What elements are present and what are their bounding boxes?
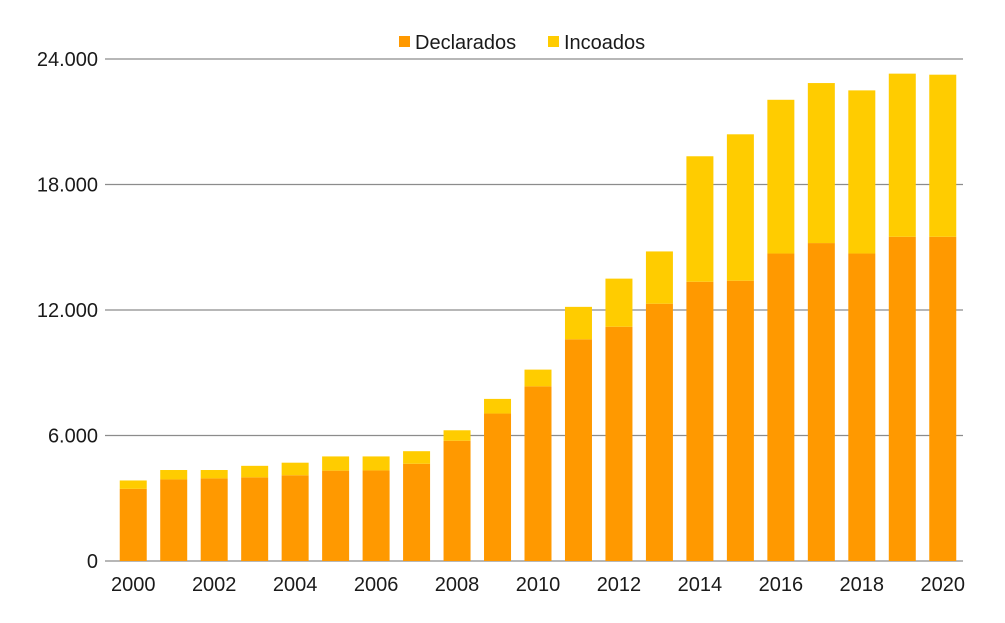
bar-declarados-2002 (200, 478, 228, 561)
x-tick-label: 2016 (759, 574, 804, 596)
x-tick-label: 2000 (111, 574, 156, 596)
bar-incoados-2006 (362, 456, 390, 471)
bar-incoados-2008 (443, 430, 471, 441)
x-tick-label: 2014 (678, 574, 723, 596)
y-tick-label: 6.000 (48, 426, 98, 448)
x-tick-label: 2002 (192, 574, 237, 596)
x-tick-label: 2010 (516, 574, 561, 596)
bar-declarados-2010 (524, 386, 552, 561)
bar-incoados-2005 (322, 456, 350, 471)
bars (119, 73, 957, 562)
bar-incoados-2009 (484, 398, 512, 414)
x-tick-label: 2008 (435, 574, 480, 596)
x-tick-label: 2006 (354, 574, 399, 596)
bar-declarados-2014 (686, 281, 714, 561)
bar-incoados-2010 (524, 369, 552, 387)
legend-label-incoados: Incoados (564, 32, 645, 54)
bar-declarados-2000 (119, 488, 147, 561)
bar-incoados-2015 (726, 134, 754, 281)
bar-declarados-2006 (362, 470, 390, 561)
bar-incoados-2007 (403, 451, 431, 464)
bar-declarados-2001 (160, 479, 188, 561)
bar-incoados-2016 (767, 99, 795, 254)
bar-incoados-2004 (281, 462, 309, 476)
bar-declarados-2008 (443, 440, 471, 561)
bar-declarados-2019 (888, 236, 916, 561)
bar-declarados-2013 (645, 303, 673, 561)
bar-declarados-2020 (929, 236, 957, 561)
y-axis: 0 6.000 12.000 18.000 24.000 (37, 49, 98, 573)
y-tick-label: 0 (87, 551, 98, 573)
bar-incoados-2013 (645, 251, 673, 304)
bar-incoados-2012 (605, 278, 633, 327)
y-tick-label: 24.000 (37, 49, 98, 71)
legend-label-declarados: Declarados (415, 32, 516, 54)
bar-incoados-2002 (200, 470, 228, 479)
x-tick-label: 2012 (597, 574, 642, 596)
bar-declarados-2016 (767, 253, 795, 561)
y-tick-label: 12.000 (37, 300, 98, 322)
bar-incoados-2019 (888, 73, 916, 237)
legend-swatch-declarados (399, 36, 410, 47)
bar-declarados-2007 (403, 463, 431, 561)
bar-declarados-2004 (281, 475, 309, 561)
bar-declarados-2018 (848, 253, 876, 561)
bar-declarados-2005 (322, 470, 350, 561)
y-tick-label: 18.000 (37, 175, 98, 197)
bar-declarados-2009 (484, 413, 512, 561)
legend: Declarados Incoados (399, 32, 645, 54)
bar-incoados-2017 (807, 83, 835, 244)
x-tick-label: 2020 (921, 574, 966, 596)
x-tick-label: 2004 (273, 574, 318, 596)
bar-declarados-2012 (605, 326, 633, 561)
bar-declarados-2017 (807, 243, 835, 562)
bar-incoados-2003 (241, 465, 269, 478)
bar-incoados-2001 (160, 470, 188, 480)
bar-declarados-2011 (564, 339, 592, 561)
bar-incoados-2011 (564, 306, 592, 340)
x-tick-label: 2018 (840, 574, 885, 596)
bar-incoados-2000 (119, 480, 147, 489)
bar-incoados-2020 (929, 74, 957, 237)
bar-incoados-2014 (686, 156, 714, 282)
bar-declarados-2015 (726, 280, 754, 561)
bar-declarados-2003 (241, 477, 269, 561)
x-axis: 2000 2002 2004 2006 2008 2010 2012 2014 2016 2018… (111, 574, 965, 596)
bar-incoados-2018 (848, 90, 876, 254)
legend-swatch-incoados (548, 36, 559, 47)
